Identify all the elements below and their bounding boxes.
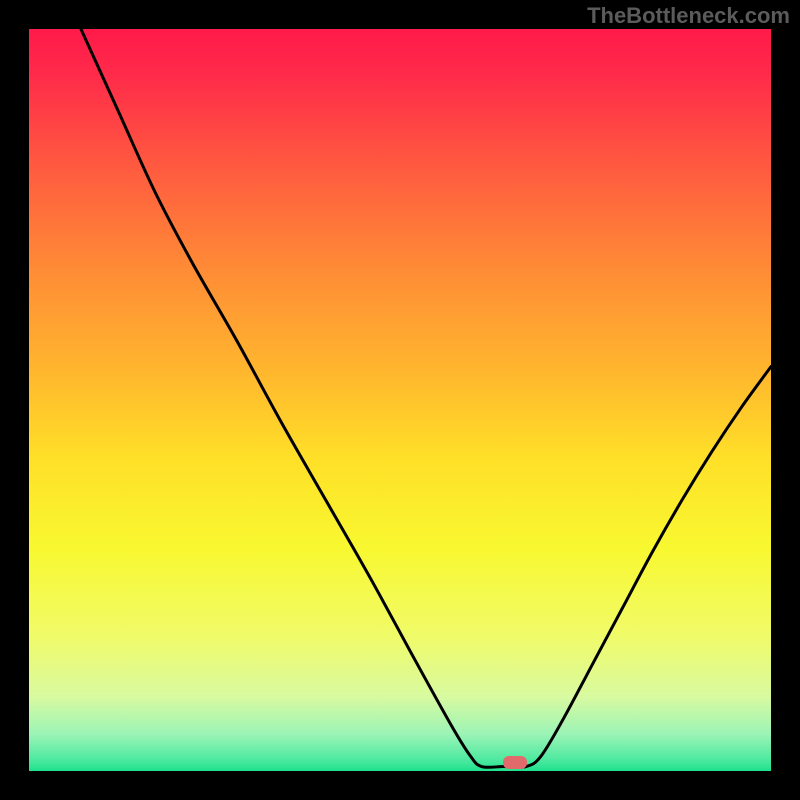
gradient-background <box>29 29 771 771</box>
optimum-marker <box>503 756 527 769</box>
bottleneck-chart <box>0 0 800 800</box>
watermark-text: TheBottleneck.com <box>587 3 790 29</box>
